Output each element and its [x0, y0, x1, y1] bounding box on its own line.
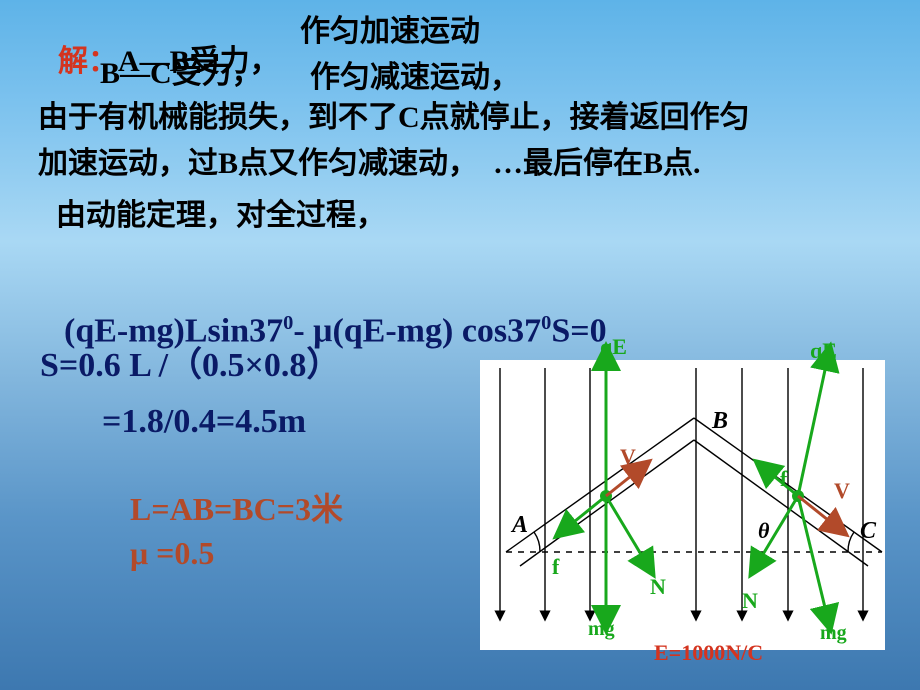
- label-V-right: V: [834, 478, 850, 504]
- label-qE-left: qE: [600, 334, 627, 360]
- label-A: A: [512, 512, 528, 539]
- ramp: [506, 418, 882, 566]
- label-theta: θ: [758, 518, 769, 544]
- left-vectors: [564, 356, 648, 620]
- label-E: E=1000N/C: [654, 640, 763, 666]
- label-mg-left: mg: [588, 618, 615, 641]
- label-mg-right: mg: [820, 622, 847, 645]
- label-B: B: [712, 408, 728, 435]
- label-qE-right: qE: [810, 338, 837, 364]
- label-N-right: N: [742, 588, 758, 614]
- physics-slide: 解：A—B受力， 作匀加速运动 B—C受力， 作匀减速运动， 由于有机械能损失，…: [0, 0, 920, 690]
- label-V-left: V: [620, 444, 636, 470]
- label-f-left: f: [552, 554, 559, 580]
- label-f-right: f: [780, 466, 787, 492]
- diagram-svg: [0, 0, 920, 690]
- label-N-left: N: [650, 574, 666, 600]
- label-C: C: [860, 518, 876, 545]
